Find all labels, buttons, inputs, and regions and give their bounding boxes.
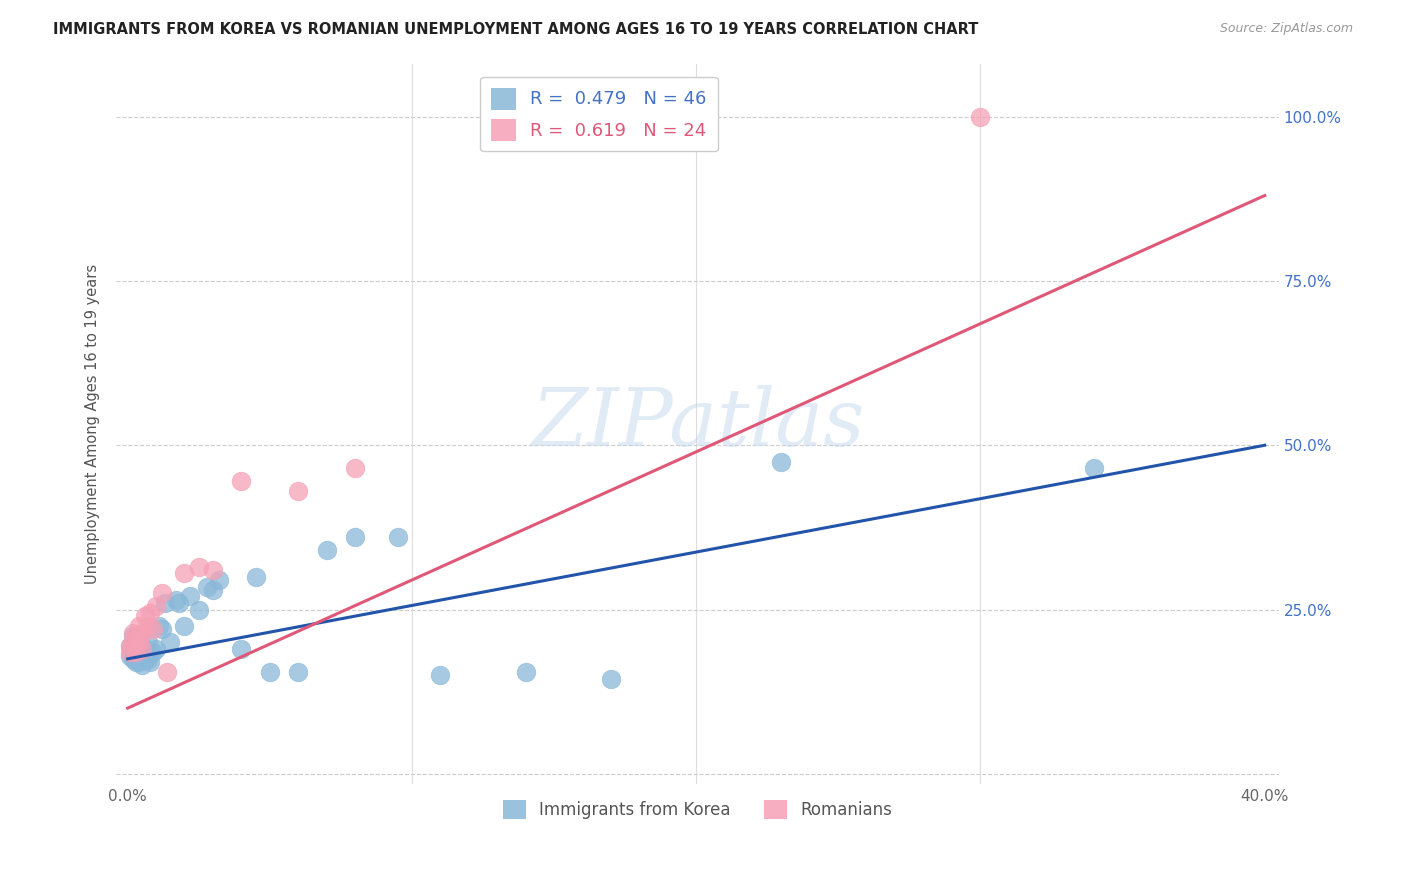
Point (139, 655, 162, 669)
Point (128, 655, 150, 669)
Point (344, 461, 367, 475)
Point (134, 652, 156, 666)
Point (387, 530, 409, 544)
Point (145, 642, 167, 657)
Point (159, 635, 181, 649)
Point (599, 672, 621, 686)
Point (515, 665, 537, 679)
Point (134, 645, 156, 659)
Point (125, 629, 148, 643)
Legend: Immigrants from Korea, Romanians: Immigrants from Korea, Romanians (496, 793, 900, 826)
Point (128, 639, 150, 653)
Point (128, 635, 150, 649)
Point (131, 658, 153, 673)
Point (165, 592, 187, 607)
Point (195, 580, 218, 594)
Point (173, 619, 195, 633)
Point (131, 625, 153, 640)
Point (120, 645, 142, 659)
Point (136, 635, 159, 649)
Text: Source: ZipAtlas.com: Source: ZipAtlas.com (1219, 22, 1353, 36)
Point (231, 475, 253, 489)
Point (148, 619, 170, 633)
Point (142, 622, 165, 636)
Point (120, 648, 142, 663)
Point (120, 639, 142, 653)
Text: IMMIGRANTS FROM KOREA VS ROMANIAN UNEMPLOYMENT AMONG AGES 16 TO 19 YEARS CORRELA: IMMIGRANTS FROM KOREA VS ROMANIAN UNEMPL… (53, 22, 979, 37)
Point (125, 655, 148, 669)
Point (429, 668, 451, 682)
Point (131, 639, 153, 653)
Point (128, 648, 150, 663)
Text: ZIPatlas: ZIPatlas (531, 385, 865, 463)
Point (125, 645, 148, 659)
Point (201, 582, 224, 597)
Point (125, 635, 148, 649)
Point (287, 665, 309, 679)
Point (207, 573, 229, 587)
Point (201, 563, 224, 577)
Point (969, 110, 991, 124)
Point (770, 455, 793, 469)
Point (122, 642, 145, 657)
Point (173, 566, 195, 581)
Point (150, 586, 173, 600)
Point (122, 652, 145, 666)
Point (287, 484, 309, 499)
Point (122, 625, 145, 640)
Point (1083, 461, 1105, 475)
Y-axis label: Unemployment Among Ages 16 to 19 years: Unemployment Among Ages 16 to 19 years (86, 264, 100, 584)
Point (187, 602, 209, 616)
Point (128, 619, 150, 633)
Point (167, 596, 190, 610)
Point (156, 665, 179, 679)
Point (315, 543, 337, 558)
Point (142, 645, 165, 659)
Point (344, 530, 367, 544)
Point (145, 599, 167, 614)
Point (122, 635, 145, 649)
Point (259, 665, 281, 679)
Point (245, 570, 267, 584)
Point (150, 622, 173, 636)
Point (136, 652, 159, 666)
Point (131, 642, 153, 657)
Point (136, 619, 159, 633)
Point (231, 642, 253, 657)
Point (153, 596, 176, 610)
Point (131, 648, 153, 663)
Point (187, 559, 209, 574)
Point (134, 609, 156, 624)
Point (139, 645, 162, 659)
Point (125, 645, 148, 659)
Point (122, 629, 145, 643)
Point (139, 606, 162, 620)
Point (120, 639, 142, 653)
Point (179, 590, 201, 604)
